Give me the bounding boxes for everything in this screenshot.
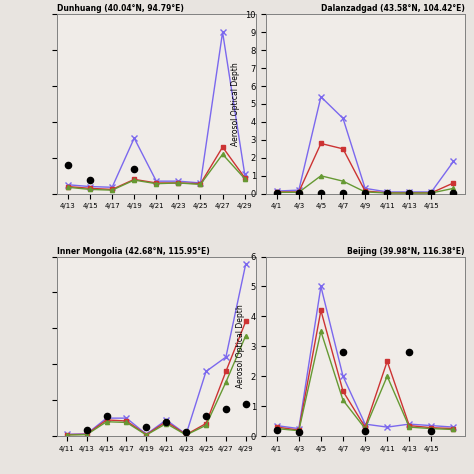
Point <box>361 189 369 197</box>
Point <box>339 348 347 356</box>
Point <box>295 428 302 436</box>
Point <box>163 419 170 426</box>
Point <box>222 405 230 413</box>
Text: Dunhuang (40.04°N, 94.79°E): Dunhuang (40.04°N, 94.79°E) <box>57 4 184 13</box>
Point <box>383 189 391 197</box>
Point <box>64 161 72 169</box>
Point <box>86 176 94 184</box>
Point <box>317 189 325 197</box>
Point <box>405 348 413 356</box>
Point <box>83 426 91 433</box>
Point <box>339 189 347 197</box>
Point <box>273 189 281 197</box>
Point <box>428 427 435 435</box>
Point <box>273 426 281 434</box>
Point <box>242 400 250 408</box>
Text: Inner Mongolia (42.68°N, 115.95°E): Inner Mongolia (42.68°N, 115.95°E) <box>57 247 210 256</box>
Y-axis label: Aerosol Optical Depth: Aerosol Optical Depth <box>231 62 240 146</box>
Point <box>182 428 190 436</box>
Point <box>405 189 413 197</box>
Point <box>103 412 110 420</box>
Point <box>295 189 302 197</box>
Point <box>428 189 435 197</box>
Point <box>361 427 369 435</box>
Point <box>143 423 150 431</box>
Text: Beijing (39.98°N, 116.38°E): Beijing (39.98°N, 116.38°E) <box>347 247 465 256</box>
Point <box>202 412 210 420</box>
Y-axis label: Aerosol Optical Depth: Aerosol Optical Depth <box>236 304 245 388</box>
Point <box>130 165 138 173</box>
Point <box>450 189 457 197</box>
Point <box>472 189 474 197</box>
Text: Dalanzadgad (43.58°N, 104.42°E): Dalanzadgad (43.58°N, 104.42°E) <box>320 4 465 13</box>
